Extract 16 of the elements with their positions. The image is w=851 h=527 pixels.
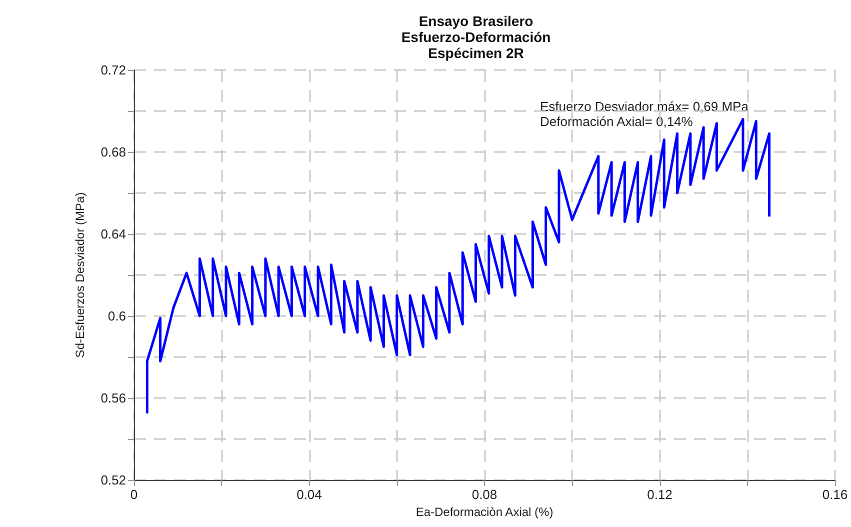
y-tick-label: 0.64 (100, 226, 126, 242)
line-series (146, 118, 771, 414)
annotation: Deformación Axial= 0,14% (540, 114, 694, 129)
x-tick-label: 0.12 (647, 487, 672, 502)
y-tick-label: 0.6 (108, 308, 126, 324)
chart-title: Ensayo Brasilero Esfuerzo-Deformación Espécimen 2R (401, 13, 551, 61)
x-axis-title: Ea-Deformaciòn Axial (%) (416, 505, 554, 519)
y-tick-label: 0.52 (100, 472, 126, 488)
x-tick-label: 0.08 (472, 487, 498, 502)
y-axis-title: Sd-Esfuerzos Desviador (MPa) (73, 192, 87, 358)
y-tick-label: 0.68 (100, 144, 126, 160)
y-tick-label: 0.56 (100, 390, 126, 406)
x-tick-label: 0.16 (822, 487, 848, 502)
y-tick-label: 0.72 (100, 62, 126, 78)
x-tick-label: 0.04 (296, 487, 322, 502)
x-tick-label: 0 (130, 487, 138, 502)
